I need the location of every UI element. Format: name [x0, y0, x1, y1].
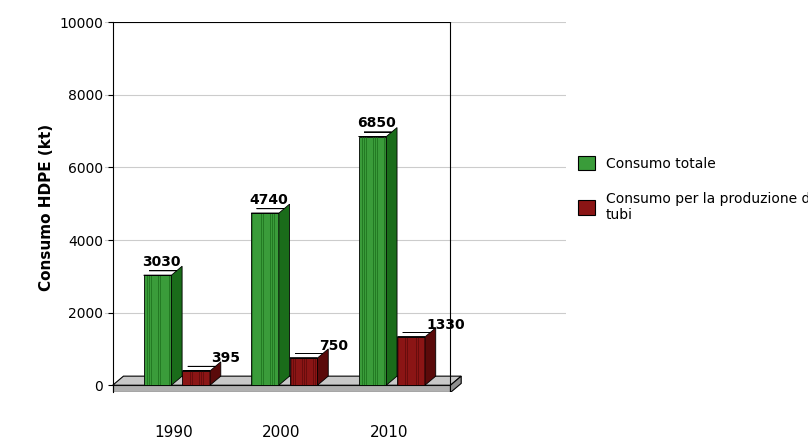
Bar: [251, 213, 279, 385]
Bar: [359, 136, 386, 385]
Polygon shape: [450, 376, 461, 392]
Text: 750: 750: [319, 339, 348, 352]
Polygon shape: [318, 349, 328, 385]
Bar: [112, 385, 450, 392]
Polygon shape: [112, 376, 461, 385]
Bar: [290, 358, 318, 385]
Y-axis label: Consumo HDPE (kt): Consumo HDPE (kt): [39, 124, 53, 291]
Bar: [183, 371, 210, 385]
Text: 3030: 3030: [142, 255, 181, 269]
Text: 1330: 1330: [427, 318, 465, 331]
Polygon shape: [425, 328, 436, 385]
Text: 395: 395: [212, 351, 241, 365]
Polygon shape: [210, 362, 221, 385]
Text: 4740: 4740: [250, 193, 288, 206]
Polygon shape: [279, 204, 289, 385]
Bar: [398, 337, 425, 385]
Text: 6850: 6850: [357, 116, 396, 130]
Polygon shape: [386, 128, 397, 385]
Polygon shape: [171, 266, 182, 385]
Legend: Consumo totale, Consumo per la produzione di
tubi: Consumo totale, Consumo per la produzion…: [573, 150, 808, 227]
Bar: [144, 275, 171, 385]
